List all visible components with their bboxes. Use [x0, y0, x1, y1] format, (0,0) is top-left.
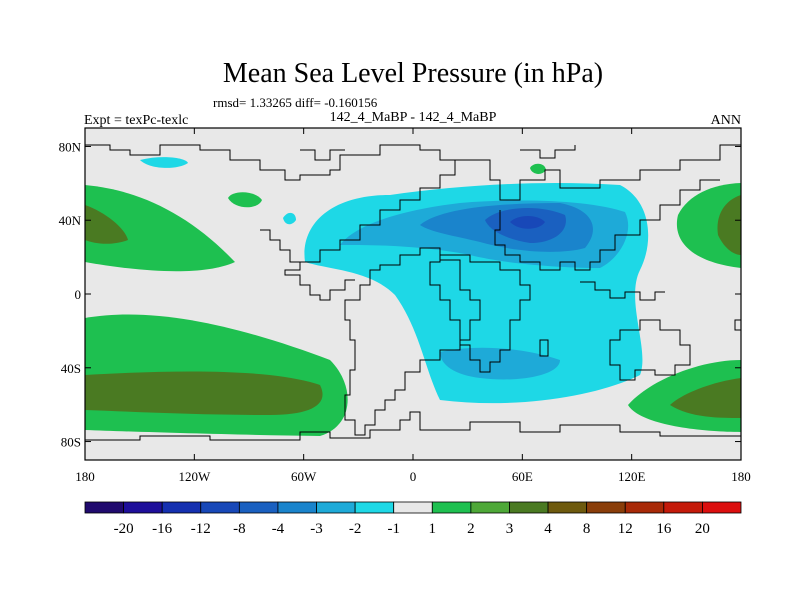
contour-negative-core — [510, 216, 545, 229]
colorbar-label: 8 — [583, 521, 591, 537]
colorbar-swatch — [586, 501, 626, 514]
contour-positive-east-sh-core — [670, 378, 741, 418]
colorbar-swatch — [354, 501, 395, 514]
x-tick-label: 120E — [618, 469, 646, 484]
colorbar-label: 4 — [544, 521, 552, 537]
coast-australia — [609, 319, 691, 381]
coast-south-america — [344, 247, 481, 436]
x-tick-label: 60W — [291, 469, 317, 484]
coast-arctic-island — [520, 145, 576, 159]
x-tick-label: 0 — [410, 469, 417, 484]
colorbar-swatch — [123, 501, 163, 514]
experiment-label: Expt = texPc-texlc — [84, 113, 188, 128]
contour-positive-arctic — [530, 163, 546, 174]
colorbar-swatch — [393, 501, 433, 514]
colorbar-swatch — [702, 501, 742, 514]
subtitle-label: 142_4_MaBP - 142_4_MaBP — [330, 110, 497, 125]
colorbar-label: 1 — [429, 521, 437, 537]
colorbar-label: -20 — [114, 521, 134, 537]
x-tick-label: 180 — [731, 469, 751, 484]
y-tick-label: 80N — [59, 139, 82, 154]
coast-madagascar — [539, 339, 549, 357]
colorbar-label: 2 — [467, 521, 475, 537]
colorbar-label: 20 — [695, 521, 710, 537]
coast-eurasia-south — [494, 179, 720, 271]
coastlines — [85, 144, 741, 441]
colorbar-swatch — [663, 501, 703, 514]
colorbar-swatch — [84, 501, 124, 514]
contour-positive-east-nh-core — [717, 195, 741, 255]
coast-new-zealand — [734, 319, 741, 331]
y-tick-label: 40S — [61, 361, 81, 376]
chart-title: Mean Sea Level Pressure (in hPa) — [223, 58, 603, 89]
coast-antarctica — [85, 411, 741, 441]
contour-negative-small — [283, 212, 296, 225]
colorbar: -20 -16 -12 -8 -4 -3 -2 -1 1 2 3 4 8 12 16 20 — [84, 501, 742, 537]
colorbar-label: 16 — [656, 521, 672, 537]
y-tick-label: 40N — [59, 213, 82, 228]
colorbar-label: -2 — [349, 521, 362, 537]
colorbar-swatch — [316, 501, 356, 514]
coast-north-america — [85, 144, 456, 301]
y-tick-label: 80S — [61, 435, 81, 450]
stats-label: rmsd= 1.33265 diff= -0.160156 — [213, 95, 378, 110]
coast-alaska — [260, 229, 300, 263]
colorbar-swatch — [547, 501, 588, 514]
x-tick-label: 60E — [512, 469, 533, 484]
colorbar-swatch — [431, 501, 472, 514]
y-tick-label: 0 — [75, 287, 82, 302]
colorbar-swatch — [509, 501, 549, 514]
colorbar-label: -1 — [387, 521, 400, 537]
colorbar-swatch — [200, 501, 240, 514]
colorbar-label: -3 — [310, 521, 323, 537]
colorbar-label: -4 — [272, 521, 285, 537]
coast-africa — [429, 254, 531, 373]
y-axis: 80N 40N 0 40S 80S — [59, 139, 741, 450]
contour-positive-west-sh-core — [85, 371, 323, 415]
colorbar-label: 12 — [618, 521, 633, 537]
colorbar-swatch — [277, 501, 317, 514]
colorbar-swatch — [470, 501, 510, 514]
colorbar-swatch — [161, 501, 202, 514]
map-plot — [84, 127, 742, 461]
contour-positive-east-nh — [676, 183, 741, 268]
contour-positive-west-nh-core — [85, 205, 128, 244]
x-axis: 180 120W 60W 0 60E 120E 180 — [75, 128, 751, 484]
colorbar-label: -12 — [191, 521, 211, 537]
season-label: ANN — [711, 113, 741, 128]
coast-eurasia — [455, 144, 741, 201]
contour-positive-west-nh — [85, 185, 235, 272]
contour-positive-greenland — [228, 192, 262, 208]
contour-fills — [85, 157, 741, 436]
contour-negative-north-pacific — [140, 157, 188, 168]
colorbar-label: -16 — [152, 521, 172, 537]
coast-southeast-asia — [580, 281, 665, 301]
colorbar-swatch — [238, 501, 279, 514]
colorbar-label: -8 — [233, 521, 246, 537]
coast-greenland — [300, 149, 345, 161]
x-tick-label: 120W — [178, 469, 211, 484]
colorbar-label: 3 — [506, 521, 514, 537]
colorbar-swatch — [624, 501, 665, 514]
x-tick-label: 180 — [75, 469, 95, 484]
